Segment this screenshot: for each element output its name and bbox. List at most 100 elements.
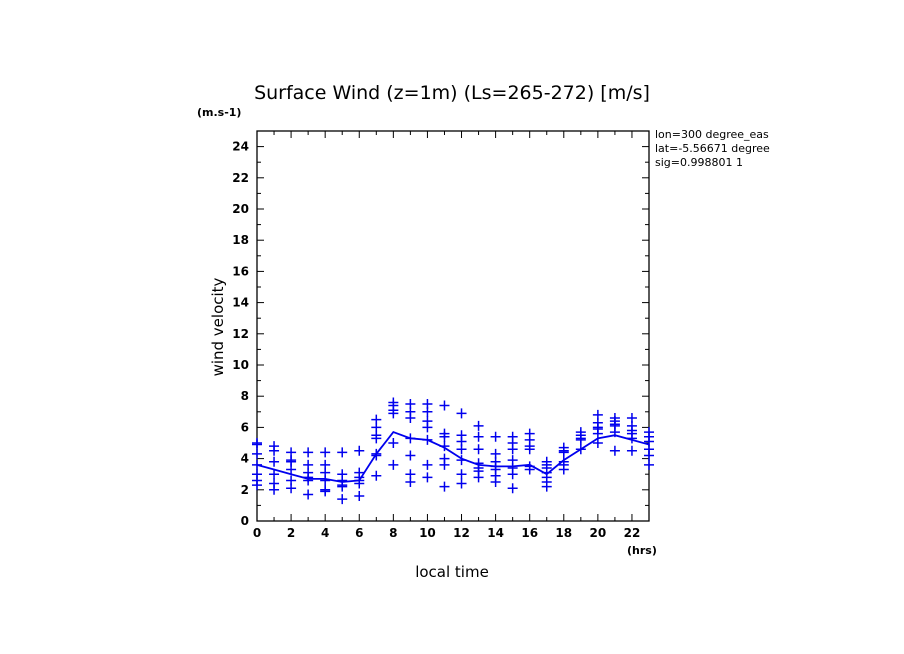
data-point-marker xyxy=(320,475,331,486)
y-tick-label: 10 xyxy=(232,358,249,372)
y-tick-label: 2 xyxy=(241,483,249,497)
data-point-marker xyxy=(575,444,586,455)
data-point-marker xyxy=(286,483,297,494)
data-point-marker xyxy=(252,459,262,470)
data-point-marker xyxy=(388,438,399,448)
data-point-marker xyxy=(473,431,484,442)
data-point-marker xyxy=(320,447,331,458)
data-point-marker xyxy=(388,459,399,470)
data-point-marker xyxy=(558,447,569,458)
data-point-marker xyxy=(303,475,314,486)
data-point-marker xyxy=(456,408,467,419)
y-tick-label: 4 xyxy=(241,452,249,466)
data-point-marker xyxy=(422,472,433,483)
y-tick-label: 8 xyxy=(241,389,249,403)
y-tick-label: 24 xyxy=(232,140,249,154)
data-point-marker xyxy=(524,444,535,455)
y-tick-label: 16 xyxy=(232,264,249,278)
data-point-marker xyxy=(371,450,382,461)
y-tick-label: 6 xyxy=(241,420,249,434)
y-axis-label: wind velocity xyxy=(209,277,227,376)
data-point-marker xyxy=(269,484,280,495)
data-point-marker xyxy=(303,489,314,500)
data-point-marker xyxy=(507,483,518,494)
data-point-marker xyxy=(575,434,586,445)
data-point-marker xyxy=(456,478,467,489)
info-lon: lon=300 degree_eas xyxy=(655,128,769,141)
x-tick-label: 20 xyxy=(590,526,607,540)
x-tick-label: 6 xyxy=(355,526,363,540)
x-tick-label: 2 xyxy=(287,526,295,540)
data-point-marker xyxy=(337,481,348,492)
data-point-marker xyxy=(337,494,348,505)
data-point-marker xyxy=(439,441,450,452)
data-point-marker xyxy=(592,428,603,439)
data-point-marker xyxy=(541,481,552,492)
data-point-marker xyxy=(405,450,416,461)
data-point-marker xyxy=(337,447,348,458)
y-tick-label: 18 xyxy=(232,233,249,247)
y-tick-label: 14 xyxy=(232,296,249,310)
y-tick-label: 22 xyxy=(232,171,249,185)
data-point-marker xyxy=(626,433,637,444)
data-point-marker xyxy=(456,455,467,466)
y-tick-label: 12 xyxy=(232,327,249,341)
data-point-marker xyxy=(439,459,450,470)
data-point-marker xyxy=(405,413,416,424)
y-unit-label: (m.s-1) xyxy=(197,106,241,119)
data-point-marker xyxy=(252,439,262,450)
data-point-marker xyxy=(354,491,365,502)
data-point-marker xyxy=(626,445,637,456)
data-point-marker xyxy=(456,444,467,455)
data-point-marker xyxy=(422,406,433,417)
data-point-marker xyxy=(303,447,314,458)
data-point-marker xyxy=(252,448,262,459)
data-point-marker xyxy=(388,408,399,419)
x-tick-label: 18 xyxy=(555,526,572,540)
chart-title: Surface Wind (z=1m) (Ls=265-272) [m/s] xyxy=(254,82,650,104)
info-sig: sig=0.998801 1 xyxy=(655,156,743,169)
mean-line-layer xyxy=(256,431,650,483)
data-point-marker xyxy=(507,444,518,455)
x-tick-label: 14 xyxy=(487,526,504,540)
data-point-marker xyxy=(405,477,416,487)
data-point-marker xyxy=(286,464,297,475)
data-point-marker xyxy=(609,427,620,438)
data-point-marker xyxy=(252,480,262,491)
data-point-marker xyxy=(456,469,467,480)
data-point-marker xyxy=(473,472,484,483)
data-point-marker xyxy=(422,422,433,433)
x-tick-label: 12 xyxy=(453,526,470,540)
scatter-points-layer xyxy=(252,397,654,505)
data-point-marker xyxy=(422,459,433,470)
data-point-marker xyxy=(558,464,569,475)
data-point-marker xyxy=(473,420,484,431)
x-axis-label: local time xyxy=(415,563,489,581)
data-point-marker xyxy=(644,459,654,470)
data-point-marker xyxy=(439,481,450,492)
data-point-marker xyxy=(269,456,280,467)
data-point-marker xyxy=(405,433,416,444)
data-point-marker xyxy=(644,450,654,461)
data-point-marker xyxy=(439,431,450,442)
data-point-marker xyxy=(269,445,280,456)
y-tick-label: 20 xyxy=(232,202,249,216)
data-point-marker xyxy=(524,464,535,475)
x-tick-label: 8 xyxy=(389,526,397,540)
mean-series-line xyxy=(256,431,650,483)
x-tick-label: 10 xyxy=(419,526,436,540)
data-point-marker xyxy=(371,433,382,444)
y-tick-label: 0 xyxy=(241,514,249,528)
data-point-marker xyxy=(490,477,501,487)
x-tick-label: 16 xyxy=(521,526,538,540)
data-point-marker xyxy=(507,469,518,480)
info-lat: lat=-5.56671 degree xyxy=(655,142,770,155)
x-tick-label: 0 xyxy=(253,526,261,540)
plot-frame xyxy=(256,130,650,522)
data-point-marker xyxy=(439,400,450,411)
data-point-marker xyxy=(354,478,365,489)
data-point-marker xyxy=(320,486,331,497)
data-point-marker xyxy=(354,445,365,456)
x-unit-label: (hrs) xyxy=(627,544,657,557)
